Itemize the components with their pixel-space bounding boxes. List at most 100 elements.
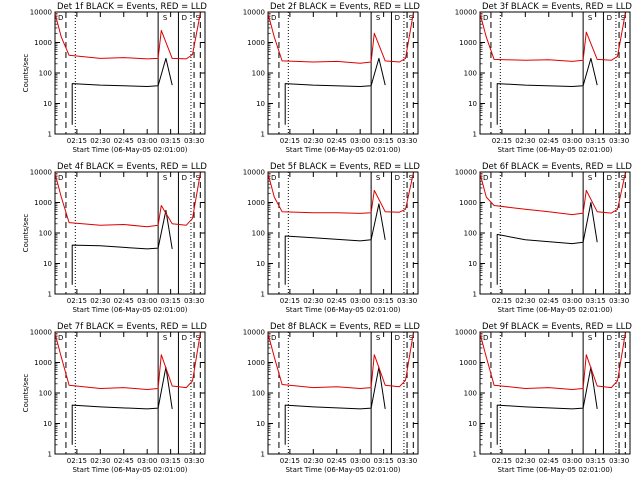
y-tick-label: 10 [468,260,477,268]
x-tick-label: 03:30 [397,137,417,145]
y-tick-label: 10000 [243,9,265,17]
series-line-lld [267,333,414,389]
y-tick-label: 1000 [247,199,265,207]
y-tick-label: 10000 [455,169,477,177]
corner-label: S [196,174,201,182]
x-axis-label: Start Time (06-May-05 02:01:00) [497,306,612,314]
x-tick-label: 02:15 [492,297,512,305]
x-tick-label: 02:30 [90,297,110,305]
corner-label: D [58,174,63,182]
y-tick-label: 10000 [30,329,52,337]
x-tick-label: 03:15 [586,297,606,305]
x-tick-label: 03:00 [350,457,370,465]
corner-label: S [376,174,381,182]
x-tick-label: 02:45 [327,137,347,145]
y-tick-label: 10 [256,420,265,428]
panel-title: Det 7f BLACK = Events, RED = LLD [57,322,207,332]
panel-title: Det 3f BLACK = Events, RED = LLD [482,2,632,12]
x-tick-label: 02:45 [539,297,559,305]
y-tick-label: 10000 [243,169,265,177]
x-tick-label: 03:15 [161,137,181,145]
panel-title: Det 8f BLACK = Events, RED = LLD [270,322,420,332]
x-tick-label: 03:30 [184,297,204,305]
panel-title: Det 9f BLACK = Events, RED = LLD [482,322,632,332]
x-tick-label: 02:15 [67,297,87,305]
series-line-lld [479,173,626,216]
x-axis-label: Start Time (06-May-05 02:01:00) [497,466,612,474]
x-axis-label: Start Time (06-May-05 02:01:00) [285,306,400,314]
x-tick-label: 02:45 [539,137,559,145]
y-tick-label: 1 [261,131,265,139]
plot-frame [267,331,419,455]
y-tick-label: 1 [473,451,477,459]
panel-title: Det 1f BLACK = Events, RED = LLD [57,2,207,12]
corner-label: D [182,174,187,182]
detector-panel-9: Det 9f BLACK = Events, RED = LLD 1 10 100 10… [455,322,633,474]
series-line-lld [54,13,201,60]
x-tick-label: 03:30 [609,137,629,145]
x-tick-label: 02:45 [114,137,134,145]
y-tick-label: 10 [468,100,477,108]
x-tick-label: 03:00 [350,137,370,145]
y-tick-label: 1000 [247,39,265,47]
series-line-events [496,57,598,125]
x-tick-label: 02:15 [280,137,300,145]
corner-label: S [621,334,626,342]
x-tick-label: 02:15 [67,137,87,145]
corner-label: D [58,334,63,342]
x-tick-label: 02:30 [90,137,110,145]
y-tick-label: 100 [252,70,265,78]
y-tick-label: 1000 [34,199,52,207]
x-tick-label: 02:45 [327,297,347,305]
x-tick-label: 02:15 [492,457,512,465]
corner-label: S [621,174,626,182]
y-tick-label: 10000 [243,329,265,337]
x-tick-label: 02:45 [327,457,347,465]
y-tick-label: 1 [48,131,52,139]
series-line-lld [479,13,626,62]
y-tick-label: 1 [48,451,52,459]
corner-label: S [163,334,168,342]
x-tick-label: 02:45 [539,457,559,465]
x-tick-label: 03:15 [161,297,181,305]
corner-label: S [588,334,593,342]
x-tick-label: 03:15 [586,457,606,465]
panel-title: Det 2f BLACK = Events, RED = LLD [270,2,420,12]
series-line-lld [267,173,414,214]
series-line-events [496,202,598,285]
x-tick-label: 03:15 [374,137,394,145]
y-tick-label: 10 [43,260,52,268]
x-tick-label: 03:00 [562,457,582,465]
plot-frame [479,11,631,135]
corner-label: S [196,334,201,342]
y-tick-label: 100 [252,230,265,238]
x-tick-label: 03:30 [397,297,417,305]
x-tick-label: 02:15 [492,137,512,145]
y-tick-label: 10 [256,260,265,268]
corner-label: S [163,14,168,22]
corner-label: S [588,14,593,22]
x-tick-label: 03:15 [161,457,181,465]
corner-label: S [376,334,381,342]
y-tick-label: 1 [473,131,477,139]
y-tick-label: 100 [39,390,52,398]
plot-frame [267,11,419,135]
x-axis-label: Start Time (06-May-05 02:01:00) [285,146,400,154]
x-tick-label: 02:30 [515,137,535,145]
corner-label: D [395,334,400,342]
x-tick-label: 03:00 [137,457,157,465]
plot-frame [479,331,631,455]
detector-panel-7: Det 7f BLACK = Events, RED = LLD 1 10 100 10… [22,322,207,474]
x-tick-label: 03:30 [184,137,204,145]
corner-label: S [588,174,593,182]
corner-label: S [163,174,168,182]
x-tick-label: 03:00 [562,297,582,305]
x-tick-label: 03:30 [609,297,629,305]
x-tick-label: 02:30 [90,457,110,465]
y-tick-label: 1000 [247,359,265,367]
series-line-events [71,209,173,285]
corner-label: D [483,14,488,22]
plot-frame [54,331,206,455]
plot-frame [267,171,419,295]
corner-label: D [182,334,187,342]
